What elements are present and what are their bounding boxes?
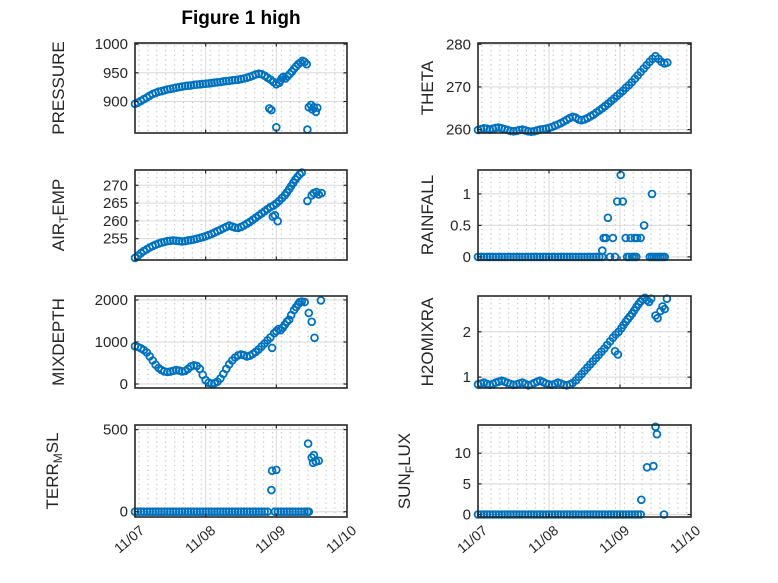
panel-RAINFALL: 0 0.5 1 RAINFALL: [418, 169, 692, 266]
y-tick-label: 0: [120, 504, 128, 521]
panel-MIXDEPTH: 0 1000 2000 MIXDEPTH: [49, 292, 348, 393]
x-tick-label: 11/09: [595, 522, 633, 557]
axes-box: [477, 169, 692, 261]
minor-grid: [135, 425, 347, 517]
axes-box: [477, 295, 692, 389]
panel-SUN_FLUX: 0 5 10 SUNFLUX: [395, 422, 692, 524]
y-tick-label: 1: [463, 186, 471, 203]
tick-marks: [135, 170, 347, 260]
y-tick-label: 0: [463, 249, 471, 266]
minor-grid: [478, 425, 691, 517]
series-markers: [130, 56, 322, 134]
y-tick-label: 0.5: [450, 217, 471, 234]
axes-box: [477, 424, 692, 518]
x-tick-label: 11/07: [453, 522, 491, 557]
axes-box: [134, 424, 348, 518]
y-tick-label: 900: [103, 93, 128, 110]
x-tick-label: 11/09: [252, 522, 289, 557]
y-tick-label: 265: [103, 195, 128, 212]
series-markers: [130, 296, 326, 388]
y-tick-label: 2000: [95, 292, 128, 309]
y-axis-label-RAINFALL: RAINFALL: [418, 175, 437, 255]
series-markers: [473, 51, 672, 136]
x-tick-label: 11/07: [110, 522, 148, 557]
axes-box: [134, 42, 348, 134]
y-tick-label: 260: [446, 122, 471, 139]
panel-THETA: 260 270 280 THETA: [418, 36, 692, 139]
y-tick-label: 1: [463, 369, 471, 386]
x-tick-label: 11/08: [524, 522, 562, 557]
y-axis-label-PRESSURE: PRESSURE: [49, 41, 68, 135]
y-tick-label: 500: [103, 422, 128, 439]
y-tick-label: 0: [463, 507, 471, 524]
tick-marks: [478, 296, 691, 388]
series-markers: [130, 439, 324, 516]
y-axis-label-THETA: THETA: [418, 60, 437, 115]
y-tick-label: 255: [103, 231, 128, 248]
y-tick-label: 1000: [95, 36, 128, 53]
y-tick-label: 270: [446, 79, 471, 96]
figure-title: Figure 1 high: [181, 8, 301, 29]
y-axis-label-H2OMIXRA: H2OMIXRA: [418, 297, 437, 386]
tick-marks: [478, 170, 691, 260]
major-grid: [135, 296, 347, 388]
axes-box: [134, 169, 348, 261]
minor-grid: [135, 170, 347, 260]
y-tick-label: 270: [103, 177, 128, 194]
panel-PRESSURE: 900 950 1000 PRESSURE: [49, 36, 348, 135]
x-tick-label: 11/10: [666, 522, 704, 557]
major-grid: [135, 170, 347, 260]
tick-marks: [478, 43, 691, 133]
y-tick-label: 280: [446, 36, 471, 53]
y-axis-label-MIXDEPTH: MIXDEPTH: [49, 298, 68, 386]
y-tick-label: 10: [454, 445, 471, 462]
x-tick-label: 11/08: [181, 522, 218, 557]
tick-marks: [135, 425, 347, 517]
minor-grid: [478, 170, 691, 260]
y-tick-label: 0: [120, 376, 128, 393]
y-axis-label-AIR_TEMP: AIRTEMP: [49, 179, 71, 252]
y-tick-label: 260: [103, 213, 128, 230]
panel-TERR_MSL: 0 500 TERRMSL: [43, 422, 348, 521]
y-tick-label: 950: [103, 65, 128, 82]
tick-marks: [135, 43, 347, 133]
y-axis-label-SUN_FLUX: SUNFLUX: [395, 433, 417, 509]
axes-box: [477, 42, 692, 134]
y-tick-label: 1000: [95, 334, 128, 351]
y-axis-label-TERR_MSL: TERRMSL: [43, 432, 65, 509]
x-tick-label: 11/10: [322, 522, 360, 557]
panel-H2OMIXRA: 1 2 H2OMIXRA: [418, 293, 692, 390]
y-tick-label: 5: [463, 476, 471, 493]
tick-marks: [478, 425, 691, 517]
y-tick-label: 2: [463, 324, 471, 341]
tick-marks: [135, 296, 347, 388]
